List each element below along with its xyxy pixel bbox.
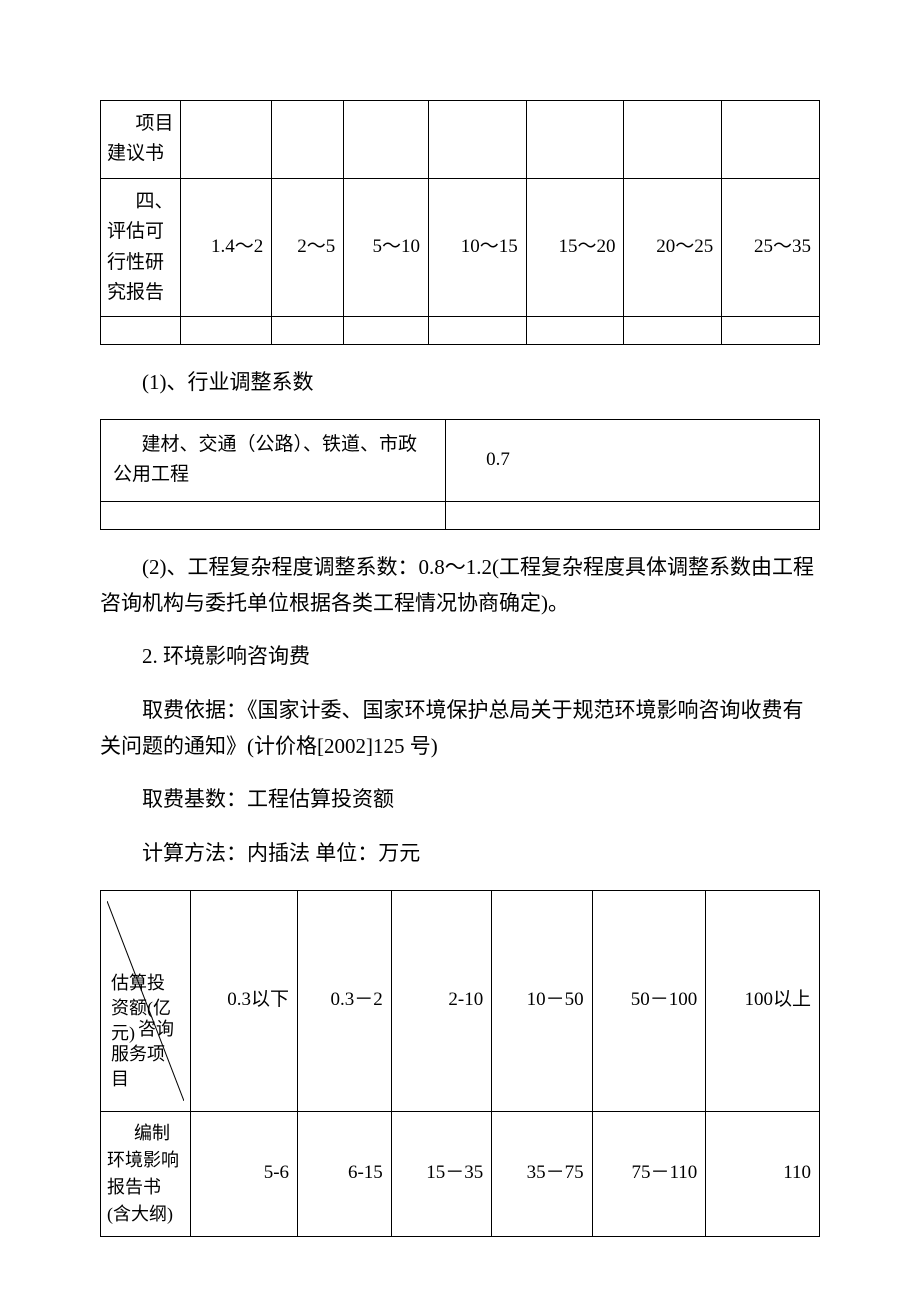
table-row: 四、评估可行性研究报告 1.4～2 2～5 5～10 10～15 15～20 2… [101,178,820,317]
cell [344,101,429,179]
cell [624,101,722,179]
header-split-cell: 估算投资额(亿元) 咨询服务项目 [101,890,191,1111]
cell: 5～10 [344,178,429,317]
cell: 6-15 [298,1111,392,1236]
cell [181,101,272,179]
industry-coefficient-heading: (1)、行业调整系数 [100,365,820,401]
row-label-env-report: 编制环境影响报告书(含大纲) [101,1111,191,1236]
fee-basis-para: 取费依据：《国家计委、国家环境保护总局关于规范环境影响咨询收费有关问题的通知》(… [100,693,820,764]
cell: 35－75 [492,1111,592,1236]
header-col: 0.3以下 [191,890,298,1111]
fee-base-para: 取费基数：工程估算投资额 [100,782,820,818]
cell: 25～35 [722,178,820,317]
header-bottom-label: 咨询服务项目 [111,1017,180,1093]
empty-row [101,317,820,345]
cell: 20～25 [624,178,722,317]
cell [429,101,527,179]
cell: 75－110 [592,1111,706,1236]
table-row: 编制环境影响报告书(含大纲) 5-6 6-15 15－35 35－75 75－1… [101,1111,820,1236]
cell: 2～5 [272,178,344,317]
cell: 15－35 [391,1111,491,1236]
cell: 5-6 [191,1111,298,1236]
header-col: 50－100 [592,890,706,1111]
env-impact-fee-heading: 2. 环境影响咨询费 [100,639,820,675]
row-label-proposal: 项目建议书 [101,101,181,179]
cell [272,101,344,179]
complexity-coefficient-para: (2)、工程复杂程度调整系数：0.8～1.2(工程复杂程度具体调整系数由工程咨询… [100,550,820,621]
table-evaluation-fee: 项目建议书 四、评估可行性研究报告 1.4～2 2～5 5～10 10～15 1… [100,100,820,345]
cell [526,101,624,179]
header-col: 10－50 [492,890,592,1111]
row-label-feasibility: 四、评估可行性研究报告 [101,178,181,317]
table-env-consulting-fee: 估算投资额(亿元) 咨询服务项目 0.3以下 0.3－2 2-10 10－50 … [100,890,820,1237]
cell [722,101,820,179]
header-col: 2-10 [391,890,491,1111]
industry-name: 建材、交通（公路）、铁道、市政公用工程 [101,420,446,502]
table-row: 项目建议书 [101,101,820,179]
calc-method-para: 计算方法：内插法 单位：万元 [100,836,820,872]
header-col: 0.3－2 [298,890,392,1111]
empty-row [101,501,820,529]
table-industry-coefficient: 建材、交通（公路）、铁道、市政公用工程 0.7 [100,419,820,530]
cell: 10～15 [429,178,527,317]
cell: 15～20 [526,178,624,317]
table-header-row: 估算投资额(亿元) 咨询服务项目 0.3以下 0.3－2 2-10 10－50 … [101,890,820,1111]
header-col: 100以上 [706,890,820,1111]
cell: 1.4～2 [181,178,272,317]
industry-coefficient-value: 0.7 [446,420,820,502]
cell: 110 [706,1111,820,1236]
table-row: 建材、交通（公路）、铁道、市政公用工程 0.7 [101,420,820,502]
